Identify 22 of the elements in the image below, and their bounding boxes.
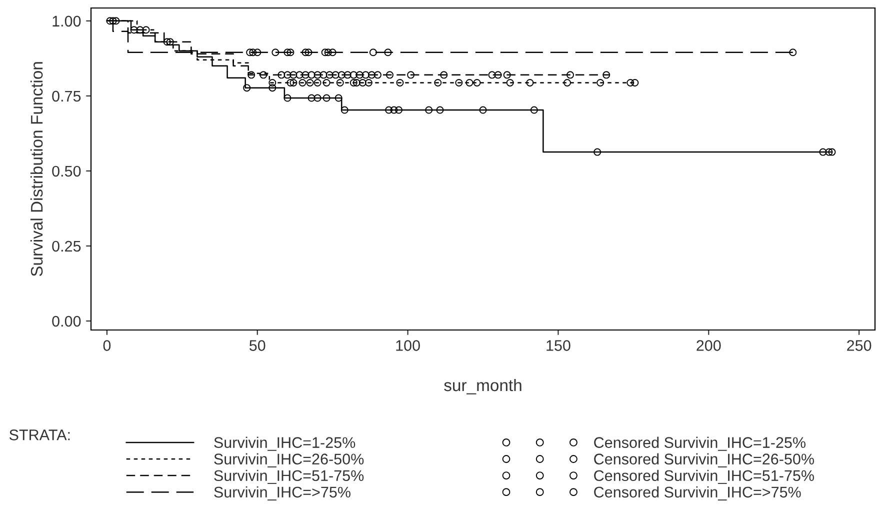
- legend-label: Survivin_IHC=1-25%: [214, 436, 356, 451]
- y-axis-title: Survival Distribution Function: [30, 62, 43, 276]
- legend-label: Survivin_IHC=51-75%: [214, 470, 364, 484]
- y-tick-label: 1.00: [52, 16, 81, 27]
- x-tick-label: 250: [847, 340, 872, 351]
- legend-title: STRATA:: [9, 430, 70, 440]
- y-tick-label: 0.50: [52, 166, 81, 177]
- legend-label: Survivin_IHC=26-50%: [214, 453, 364, 468]
- legend-label: Censored Survivin_IHC=>75%: [594, 486, 801, 500]
- x-tick-label: 0: [103, 340, 111, 351]
- x-axis-title: sur_month: [444, 378, 522, 394]
- y-tick-label: 0.75: [52, 90, 81, 102]
- y-tick-label: 0.25: [52, 240, 81, 252]
- y-tick-label: 0.00: [52, 316, 81, 327]
- x-tick-label: 200: [696, 340, 721, 351]
- legend-label: Censored Survivin_IHC=51-75%: [594, 470, 814, 484]
- legend-label: Survivin_IHC=>75%: [214, 486, 350, 500]
- legend-label: Censored Survivin_IHC=26-50%: [594, 453, 814, 468]
- x-tick-label: 150: [546, 340, 570, 351]
- legend-label: Censored Survivin_IHC=1-25%: [594, 436, 806, 451]
- x-tick-label: 100: [396, 340, 420, 351]
- x-tick-label: 50: [249, 340, 266, 351]
